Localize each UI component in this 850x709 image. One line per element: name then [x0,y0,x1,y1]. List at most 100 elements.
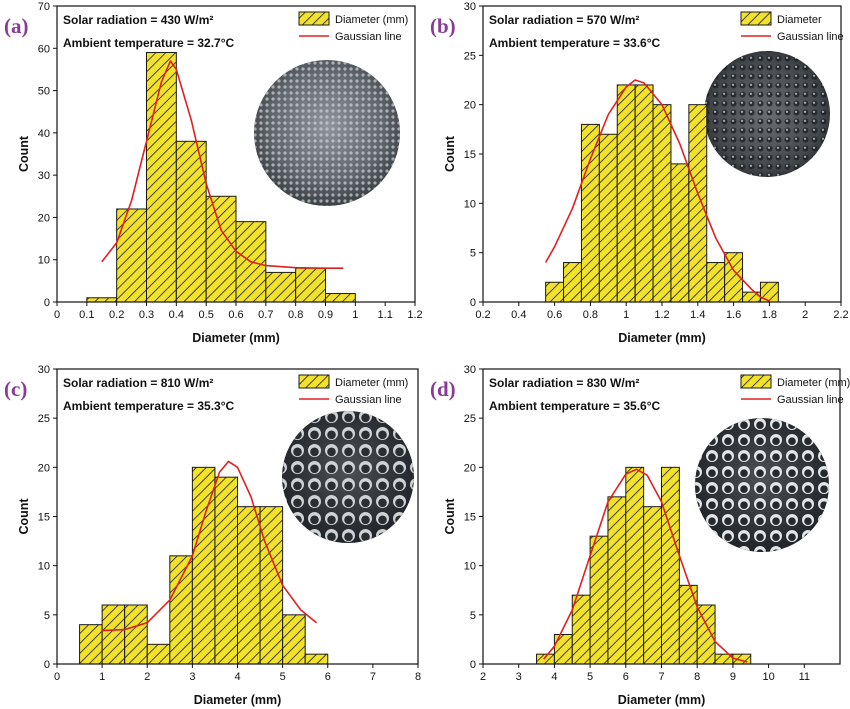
legend-bar-swatch [740,374,772,389]
histogram-bar [643,506,663,665]
histogram-bar [634,84,654,303]
condition-text: Solar radiation = 810 W/m² [63,376,213,390]
histogram-bar [598,133,618,303]
x-tick-label: 0.8 [583,309,598,321]
x-tick-label: 2 [480,671,486,683]
x-tick-label: 2.2 [833,309,848,321]
histogram-bar [79,624,103,665]
x-axis-label: Diameter (mm) [618,693,706,707]
histogram-bar [616,84,636,303]
inset-photo-b [704,51,830,177]
y-tick-label: 0 [44,659,50,671]
x-tick-label: 4 [551,671,557,683]
histogram-bar [545,281,565,303]
y-tick-label: 30 [464,364,476,376]
y-tick-label: 0 [44,297,50,309]
histogram-bar [205,195,237,303]
x-tick-label: 5 [280,671,286,683]
x-tick-label: 1.2 [407,309,422,321]
x-tick-label: 0 [54,671,60,683]
y-tick-label: 20 [38,462,50,474]
chart-panel-d: 2 3 4 5 6 7 8 9 10 11 0 5 10 15 20 25 30 Diameter (mm) Cou… [430,364,850,707]
y-tick-label: 25 [464,50,476,62]
panel-label: (a) [4,14,29,38]
gaussian-line [101,60,344,269]
condition-text: Ambient temperature = 32.7°C [63,36,235,50]
y-tick-label: 70 [38,1,50,13]
y-tick-label: 10 [38,255,50,267]
panel-label: (d) [430,377,456,401]
x-tick-label: 1 [99,671,105,683]
legend-bar-label: Diameter (mm) [777,377,850,389]
x-tick-label: 7 [370,671,376,683]
x-tick-label: 1 [352,309,358,321]
histogram-bar [237,506,261,665]
histogram-bar [101,604,126,665]
y-tick-label: 5 [470,610,476,622]
inset-photo-c [282,411,414,543]
histogram-bar [571,594,591,665]
histogram-bar [563,262,582,303]
gaussian-line [102,460,318,632]
condition-text: Solar radiation = 430 W/m² [63,13,213,27]
y-tick-label: 20 [464,100,476,112]
y-tick-label: 60 [38,43,50,55]
x-tick-label: 0.9 [318,309,333,321]
x-tick-label: 2 [144,671,150,683]
x-tick-label: 1.8 [762,309,777,321]
x-tick-label: 8 [415,671,421,683]
x-tick-label: 1.2 [654,309,669,321]
legend-bar-swatch [298,11,330,26]
histogram-bar [282,614,306,665]
legend-line-label: Gaussian line [777,31,844,43]
x-tick-label: 1.6 [726,309,741,321]
x-tick-label: 0.1 [79,309,94,321]
x-tick-label: 10 [762,671,774,683]
y-tick-label: 25 [464,413,476,425]
y-tick-label: 30 [38,170,50,182]
histogram-bar [259,506,284,665]
x-tick-label: 11 [799,671,810,683]
histogram-bar [325,293,356,303]
y-tick-label: 15 [464,512,476,524]
gaussian-line [543,468,748,663]
histogram-bar [169,555,193,665]
x-tick-label: 0.8 [288,309,303,321]
y-axis-label: Count [443,135,457,172]
x-tick-label: 8 [694,671,700,683]
x-tick-label: 5 [587,671,593,683]
y-axis-label: Count [17,498,31,535]
x-tick-label: 0.4 [169,309,184,321]
x-tick-label: 1 [623,309,629,321]
y-tick-label: 15 [464,149,476,161]
legend-line-label: Gaussian line [335,31,402,43]
y-tick-label: 10 [38,561,50,573]
condition-text: Solar radiation = 570 W/m² [489,13,639,27]
x-tick-label: 0.5 [199,309,214,321]
y-tick-label: 10 [464,198,476,210]
histogram-bar [688,104,708,303]
histogram-bar [124,604,148,665]
histogram-bar [625,466,645,665]
legend-bar-label: Diameter (mm) [335,377,408,389]
legend-bar-swatch [740,11,772,26]
y-tick-label: 30 [464,1,476,13]
y-tick-label: 20 [464,462,476,474]
histogram-bar [652,104,672,303]
x-tick-label: 0.4 [511,309,526,321]
chart-panel-c: 0 1 2 3 4 5 6 7 8 0 5 10 15 20 25 30 Diameter (mm) Count (… [4,364,421,707]
y-tick-label: 5 [44,610,50,622]
x-axis-label: Diameter (mm) [192,331,280,345]
legend-bar-label: Diameter [777,14,822,26]
x-tick-label: 0.2 [109,309,124,321]
y-tick-label: 10 [464,561,476,573]
panel-label: (c) [4,377,27,401]
x-tick-label: 3 [516,671,522,683]
x-tick-label: 2 [802,309,808,321]
y-tick-label: 25 [38,413,50,425]
histogram-bar [295,267,326,303]
x-tick-label: 0.6 [547,309,562,321]
y-tick-label: 0 [470,297,476,309]
histogram-bar [116,208,147,303]
